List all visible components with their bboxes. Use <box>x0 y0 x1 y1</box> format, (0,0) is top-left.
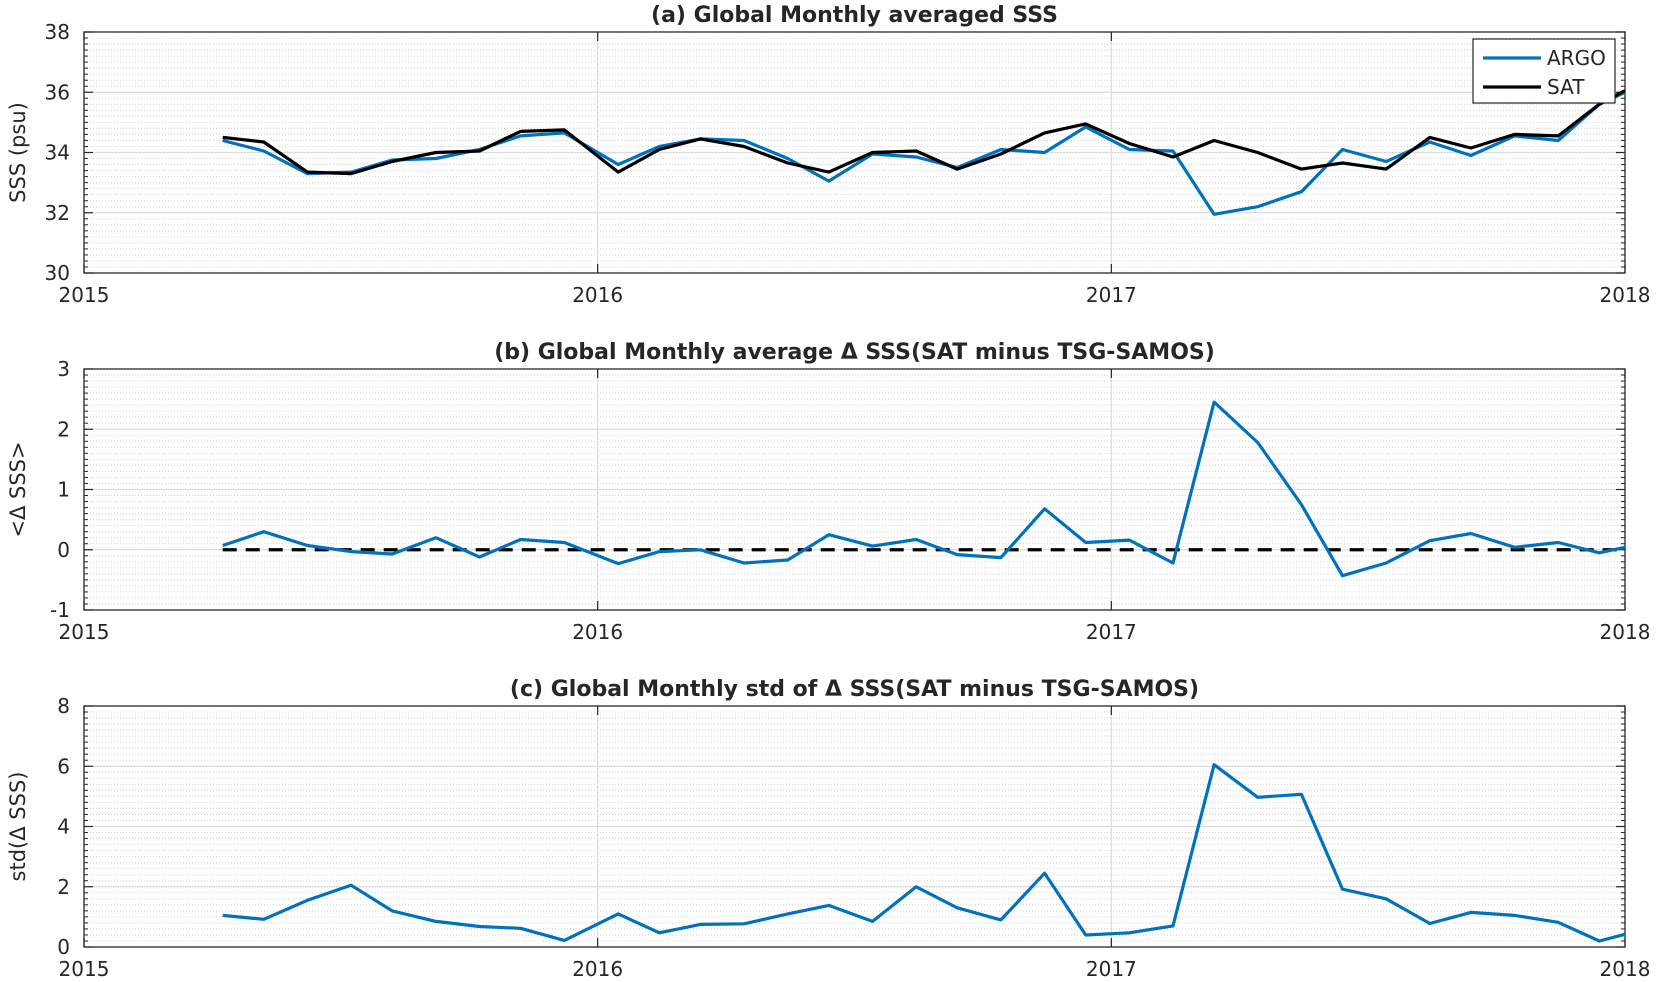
panel-title: (c) Global Monthly std of Δ SSS(SAT minu… <box>510 677 1199 702</box>
x-tick-label: 2016 <box>572 957 623 981</box>
y-axis-label: std(Δ SSS) <box>6 772 30 882</box>
panel-b: -1 0 1 2 3 2015 2016 2017 2018 (b) Global Monthly… <box>6 340 1650 644</box>
x-tick-label: 2017 <box>1086 283 1137 307</box>
y-tick-label: 34 <box>45 141 70 165</box>
panel-c: 0 2 4 6 8 2015 2016 2017 2018 (c) Global Monthly … <box>6 677 1650 981</box>
y-tick-label: 38 <box>45 20 70 44</box>
y-tick-label: -1 <box>50 598 70 622</box>
y-axis-label: <Δ SSS> <box>6 441 30 537</box>
y-tick-label: 8 <box>57 694 70 718</box>
x-tick-label: 2018 <box>1600 957 1651 981</box>
series-line-delta-sss <box>222 400 1625 578</box>
x-tick-label: 2015 <box>59 620 110 644</box>
legend-box <box>1472 38 1616 104</box>
series-line-sat <box>222 89 1625 176</box>
x-tick-label: 2016 <box>572 283 623 307</box>
y-tick-label: 6 <box>57 754 70 778</box>
legend-label-sat: SAT <box>1547 75 1585 99</box>
panel-title: (b) Global Monthly average Δ SSS(SAT min… <box>494 340 1215 365</box>
x-tick-label: 2015 <box>59 283 110 307</box>
y-tick-label: 0 <box>57 538 70 562</box>
y-tick-label: 0 <box>57 935 70 959</box>
y-tick-label: 32 <box>45 201 70 225</box>
x-tick-label: 2016 <box>572 620 623 644</box>
y-tick-label: 4 <box>57 815 70 839</box>
panel-title: (a) Global Monthly averaged SSS <box>651 3 1058 28</box>
x-tick-label: 2015 <box>59 957 110 981</box>
x-tick-label: 2018 <box>1600 283 1651 307</box>
x-tick-label: 2018 <box>1600 620 1651 644</box>
y-axis-label: SSS (psu) <box>6 102 30 203</box>
y-tick-label: 36 <box>45 80 70 104</box>
panel-a: 30 32 34 36 38 2015 2016 2017 2018 (a) Global Mon… <box>6 3 1650 307</box>
y-tick-label: 30 <box>45 261 70 285</box>
legend: ARGO SAT <box>1472 38 1616 104</box>
legend-label-argo: ARGO <box>1547 46 1606 70</box>
y-tick-label: 2 <box>57 875 70 899</box>
y-tick-label: 3 <box>57 357 70 381</box>
y-tick-label: 2 <box>57 417 70 441</box>
x-tick-label: 2017 <box>1086 957 1137 981</box>
y-tick-label: 1 <box>57 478 70 502</box>
x-tick-label: 2017 <box>1086 620 1137 644</box>
series-line-delta-sss <box>222 763 1625 943</box>
